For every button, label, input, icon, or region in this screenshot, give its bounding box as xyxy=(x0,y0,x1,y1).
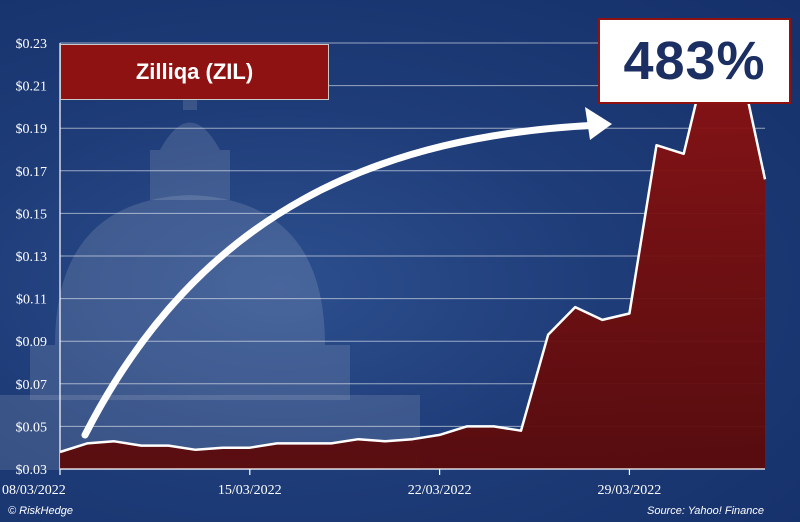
price-area xyxy=(60,40,765,470)
y-tick-label: $0.11 xyxy=(16,293,47,308)
y-axis-labels: $0.23 $0.21 $0.19 $0.17 $0.15 $0.13 $0.11 $0.09… xyxy=(16,37,48,478)
price-line xyxy=(59,39,767,454)
y-tick-label: $0.07 xyxy=(16,378,48,393)
y-tick-label: $0.15 xyxy=(16,207,48,222)
x-tick-label: 08/03/2022 xyxy=(2,483,66,498)
x-axis: 08/03/2022 15/03/2022 22/03/2022 29/03/2022 xyxy=(2,468,765,498)
x-tick-label: 22/03/2022 xyxy=(408,483,472,498)
x-tick-label: 29/03/2022 xyxy=(598,483,662,498)
x-tick-label: 15/03/2022 xyxy=(218,483,282,498)
y-tick-label: $0.17 xyxy=(16,165,48,180)
percent-callout: 483% xyxy=(623,31,766,91)
y-tick-label: $0.23 xyxy=(16,37,48,52)
y-tick-label: $0.03 xyxy=(16,463,48,478)
capitol-dome-silhouette xyxy=(0,80,420,470)
copyright-text: © RiskHedge xyxy=(8,505,73,517)
percent-callout-box: 483% xyxy=(598,18,791,104)
y-tick-label: $0.21 xyxy=(16,80,48,95)
area-series xyxy=(59,39,767,470)
chart-title-box: Zilliqa (ZIL) xyxy=(60,44,329,100)
y-tick-label: $0.19 xyxy=(16,122,48,137)
trend-arrow xyxy=(81,107,612,439)
chart-title: Zilliqa (ZIL) xyxy=(135,59,254,84)
y-tick-label: $0.05 xyxy=(16,420,48,435)
y-tick-label: $0.13 xyxy=(16,250,48,265)
y-tick-label: $0.09 xyxy=(16,335,48,350)
source-text: Source: Yahoo! Finance xyxy=(646,505,764,517)
